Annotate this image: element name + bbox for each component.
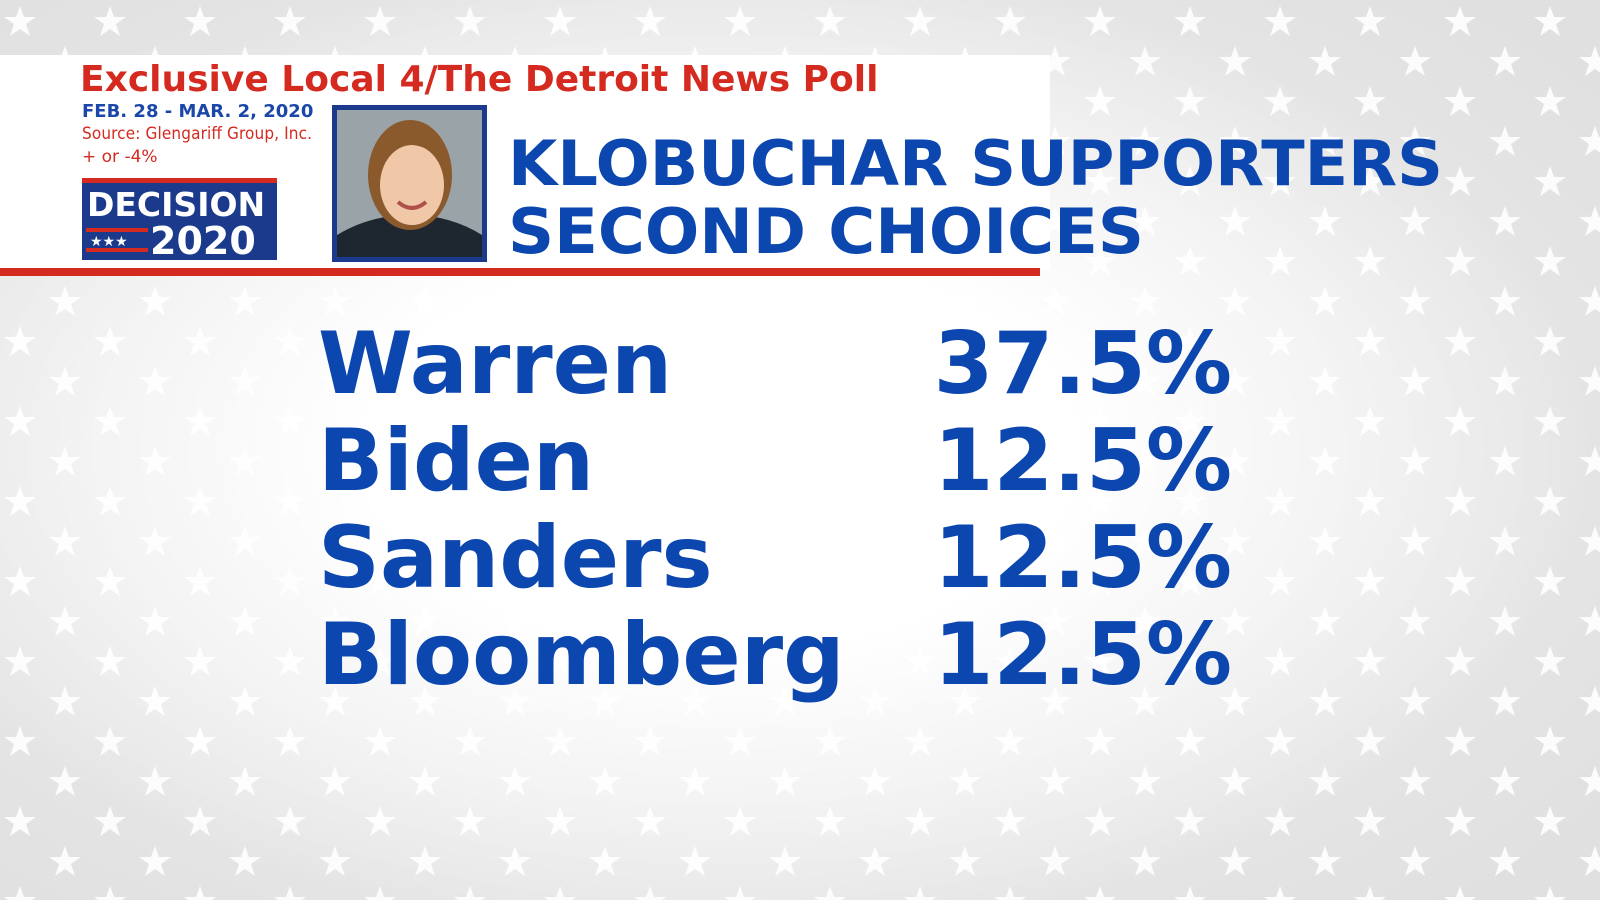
decision-logo: DECISION ★★★ 2020 [82, 178, 277, 263]
header-rule [0, 268, 1040, 276]
poll-margin: + or -4% [82, 147, 158, 167]
logo-stripe [86, 228, 148, 232]
poll-title: Exclusive Local 4/The Detroit News Poll [80, 59, 878, 100]
logo-stripe [86, 248, 148, 252]
candidate-name: Sanders [318, 508, 713, 608]
photo-bangs [380, 140, 445, 160]
logo-stars: ★★★ [90, 234, 128, 250]
candidate-share: 37.5% [934, 314, 1232, 414]
candidate-name: Bloomberg [318, 605, 845, 705]
poll-source: Source: Glengariff Group, Inc. [82, 124, 312, 144]
candidate-photo [332, 105, 487, 262]
photo-jacket [337, 215, 482, 257]
candidate-share: 12.5% [934, 605, 1232, 705]
headline-line1: KLOBUCHAR SUPPORTERS [508, 127, 1443, 200]
logo-stripe [82, 178, 277, 183]
candidate-share: 12.5% [934, 508, 1232, 608]
logo-line1: DECISION [87, 185, 265, 224]
candidate-name: Warren [318, 314, 672, 414]
photo-face [380, 145, 444, 225]
candidate-share: 12.5% [934, 411, 1232, 511]
photo-smile [396, 200, 428, 210]
results-table: Warren 37.5% Biden 12.5% Sanders 12.5% B… [318, 314, 1232, 705]
logo-line2: 2020 [150, 219, 256, 263]
headline-line2: SECOND CHOICES [508, 195, 1144, 268]
poll-dates: FEB. 28 - MAR. 2, 2020 [82, 101, 313, 122]
candidate-name: Biden [318, 411, 594, 511]
logo-box [82, 178, 277, 260]
